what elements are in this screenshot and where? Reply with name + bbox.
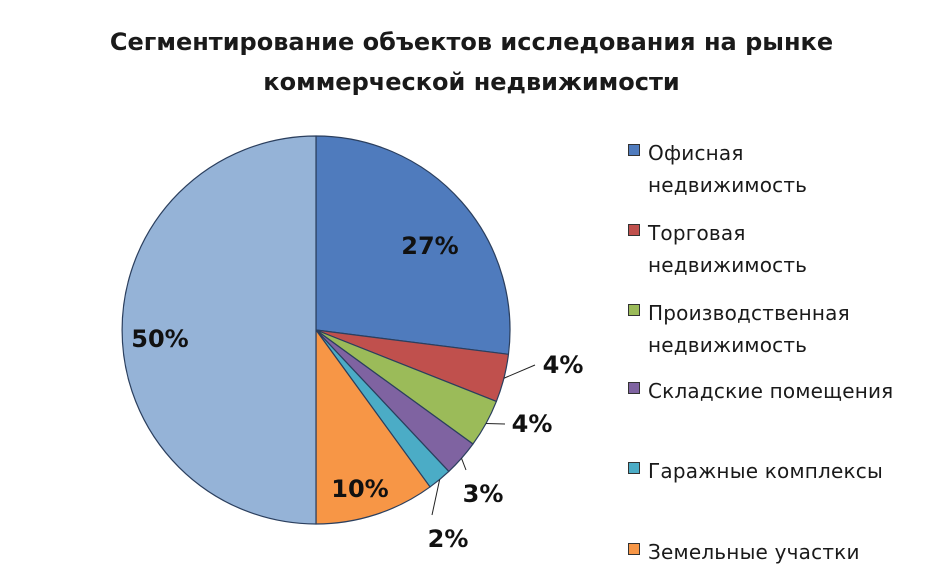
legend-label-5: Гаражные комплексы	[648, 455, 940, 487]
legend-label-line: Офисная	[648, 141, 744, 165]
legend-swatch-2	[628, 224, 640, 236]
legend-swatch-1	[628, 144, 640, 156]
pie-slice-7	[121, 135, 317, 525]
slice-value-label-7: 50%	[131, 325, 188, 353]
slice-value-label-1: 27%	[401, 232, 458, 260]
legend-label-line: Складские помещения	[648, 379, 894, 403]
slice-value-label-2: 4%	[543, 351, 584, 379]
legend-swatch-4	[628, 382, 640, 394]
slice-value-label-6: 10%	[331, 475, 388, 503]
legend-label-line: Гаражные комплексы	[648, 459, 883, 483]
legend-label-6: Земельные участки	[648, 536, 940, 568]
legend-swatch-3	[628, 304, 640, 316]
leader-line-4	[461, 458, 467, 471]
legend-swatch-6	[628, 543, 640, 555]
chart-title: Сегментирование объектов исследования на…	[0, 22, 943, 102]
legend-label-line: недвижимость	[648, 253, 808, 277]
slice-value-label-4: 3%	[463, 480, 504, 508]
legend-label-3: Производственная недвижимость	[648, 297, 940, 361]
slice-value-label-3: 4%	[512, 410, 553, 438]
leader-line-3	[485, 422, 506, 425]
pie-slice-1	[315, 135, 511, 355]
legend-label-line: недвижимость	[648, 173, 808, 197]
chart-title-line-1: Сегментирование объектов исследования на…	[109, 28, 834, 56]
legend-label-1: Офисная недвижимость	[648, 137, 940, 201]
pie-slice-6	[315, 329, 431, 525]
leader-line-5	[431, 479, 441, 516]
chart-title-line-2: коммерческой недвижимости	[263, 68, 680, 96]
legend-label-4: Складские помещения	[648, 375, 940, 407]
leader-line-2	[503, 364, 536, 379]
legend-label-line: недвижимость	[648, 333, 808, 357]
slice-value-label-5: 2%	[428, 525, 469, 553]
legend-label-line: Торговая	[648, 221, 746, 245]
legend-label-line: Производственная	[648, 301, 850, 325]
legend-label-2: Торговая недвижимость	[648, 217, 940, 281]
legend-swatch-5	[628, 462, 640, 474]
chart-legend: Офисная недвижимость Торговая недвижимость П…	[628, 0, 940, 575]
legend-label-line: Земельные участки	[648, 540, 860, 564]
